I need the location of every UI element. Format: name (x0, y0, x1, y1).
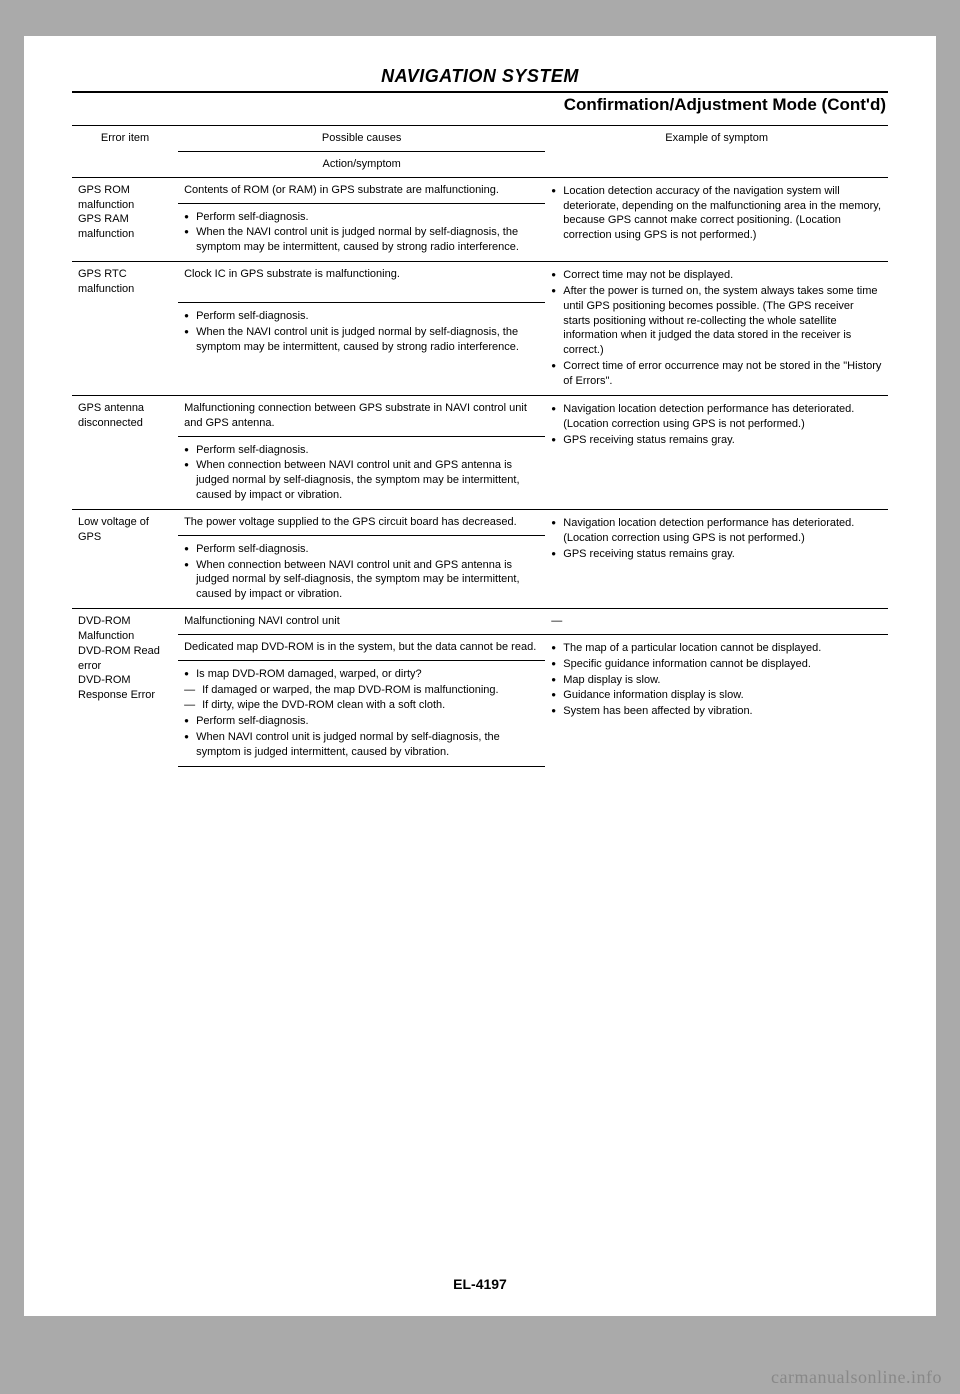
sym-li: Specific guidance information cannot be … (551, 657, 882, 672)
cause-low-v: The power voltage supplied to the GPS ci… (178, 509, 545, 535)
act-li: If dirty, wipe the DVD-ROM clean with a … (184, 698, 539, 713)
cause-dvd-1: Malfunctioning NAVI control unit (178, 609, 545, 635)
sym-li: Correct time of error occurrence may not… (551, 359, 882, 389)
cause-gps-rtc: Clock IC in GPS substrate is malfunction… (178, 262, 545, 303)
sym-li: Map display is slow. (551, 673, 882, 688)
cause-dvd-2: Dedicated map DVD-ROM is in the system, … (178, 634, 545, 660)
sym-li: Navigation location detection performanc… (551, 402, 882, 432)
sym-dvd-1: — (545, 609, 888, 635)
act-li: When the NAVI control unit is judged nor… (184, 325, 539, 355)
sym-li: GPS receiving status remains gray. (551, 547, 882, 562)
action-gps-rom: Perform self-diagnosis. When the NAVI co… (178, 203, 545, 262)
error-table: Error item Possible causes Example of sy… (72, 125, 888, 767)
sym-li: Navigation location detection performanc… (551, 516, 882, 546)
action-dvd-2: Is map DVD-ROM damaged, warped, or dirty… (178, 660, 545, 766)
action-gps-ant: Perform self-diagnosis. When connection … (178, 436, 545, 509)
sym-dvd-2: The map of a particular location cannot … (545, 634, 888, 766)
watermark: carmanualsonline.info (771, 1367, 942, 1388)
sym-gps-rtc: Correct time may not be displayed. After… (545, 262, 888, 396)
page-subtitle: Confirmation/Adjustment Mode (Cont'd) (72, 95, 888, 115)
page: NAVIGATION SYSTEM Confirmation/Adjustmen… (24, 36, 936, 1316)
err-item-gps-rtc: GPS RTC malfunction (72, 262, 178, 396)
sym-gps-rom: Location detection accuracy of the navig… (545, 177, 888, 261)
sym-li: The map of a particular location cannot … (551, 641, 882, 656)
act-li: If damaged or warped, the map DVD-ROM is… (184, 683, 539, 698)
act-li: Perform self-diagnosis. (184, 210, 539, 225)
sym-li: After the power is turned on, the system… (551, 284, 882, 358)
title-rule (72, 91, 888, 93)
th-error-item: Error item (72, 126, 178, 178)
th-example: Example of symptom (545, 126, 888, 178)
cause-gps-ant: Malfunctioning connection between GPS su… (178, 395, 545, 436)
sym-gps-ant: Navigation location detection performanc… (545, 395, 888, 509)
action-gps-rtc: Perform self-diagnosis. When the NAVI co… (178, 303, 545, 396)
act-li: When connection between NAVI control uni… (184, 558, 539, 603)
th-action-symptom: Action/symptom (178, 151, 545, 177)
act-li: When NAVI control unit is judged normal … (184, 730, 539, 760)
err-item-dvd: DVD-ROM Malfunction DVD-ROM Read error D… (72, 609, 178, 767)
action-low-v: Perform self-diagnosis. When connection … (178, 535, 545, 608)
act-li: When the NAVI control unit is judged nor… (184, 225, 539, 255)
sym-low-v: Navigation location detection performanc… (545, 509, 888, 608)
sym-li: GPS receiving status remains gray. (551, 433, 882, 448)
sym-li: Location detection accuracy of the navig… (551, 184, 882, 243)
act-li: Perform self-diagnosis. (184, 714, 539, 729)
err-item-gps-rom: GPS ROM malfunction GPS RAM malfunction (72, 177, 178, 261)
cause-gps-rom: Contents of ROM (or RAM) in GPS substrat… (178, 177, 545, 203)
act-li: When connection between NAVI control uni… (184, 458, 539, 503)
err-item-low-v: Low voltage of GPS (72, 509, 178, 608)
th-possible-causes: Possible causes (178, 126, 545, 152)
sym-li: Correct time may not be displayed. (551, 268, 882, 283)
act-li: Perform self-diagnosis. (184, 542, 539, 557)
section-title: NAVIGATION SYSTEM (72, 66, 888, 87)
sym-li: System has been affected by vibration. (551, 704, 882, 719)
act-li: Is map DVD-ROM damaged, warped, or dirty… (184, 667, 539, 682)
act-li: Perform self-diagnosis. (184, 309, 539, 324)
act-li: Perform self-diagnosis. (184, 443, 539, 458)
page-number: EL-4197 (24, 1276, 936, 1292)
sym-li: Guidance information display is slow. (551, 688, 882, 703)
err-item-gps-ant: GPS antenna disconnected (72, 395, 178, 509)
